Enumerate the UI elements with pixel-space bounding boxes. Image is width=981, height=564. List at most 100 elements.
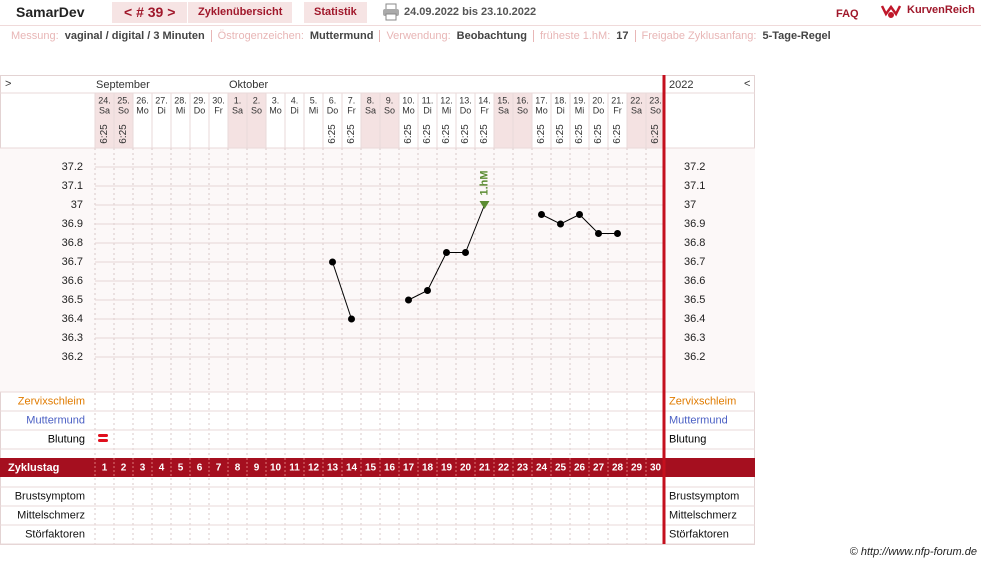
weekend-shade <box>513 93 532 148</box>
brand-icon <box>880 4 902 18</box>
brand[interactable]: KurvenReich <box>907 4 975 16</box>
tab[interactable]: Zyklenübersicht <box>188 2 293 23</box>
weekday-label: So <box>650 105 661 115</box>
temperature-point <box>614 230 621 237</box>
weekday-label: So <box>118 105 129 115</box>
info-label: Messung: <box>11 30 59 42</box>
cycle-day: 14 <box>346 463 358 474</box>
y-tick-label: 36.8 <box>62 237 83 249</box>
cycle-day: 29 <box>631 463 643 474</box>
weekday-label: Di <box>556 105 565 115</box>
weekday-label: So <box>384 105 395 115</box>
info-row: Messung: vaginal / digital / 3 Minuten Öst… <box>5 30 837 42</box>
temperature-point <box>443 249 450 256</box>
cycle-day: 28 <box>612 463 624 474</box>
cycle-day: 5 <box>178 463 184 474</box>
date-label: 12. <box>440 95 453 105</box>
cycle-day: 9 <box>254 463 260 474</box>
nav-button[interactable]: > <box>5 78 11 90</box>
date-label: 23. <box>649 95 662 105</box>
weekday-label: Mo <box>535 105 548 115</box>
nav-button[interactable]: < <box>744 78 750 90</box>
weekday-label: Do <box>194 105 206 115</box>
date-label: 5. <box>310 95 318 105</box>
row-label: Muttermund <box>669 414 728 426</box>
y-tick-label: 36.3 <box>684 332 705 344</box>
info-label: Freigabe Zyklusanfang: <box>641 30 757 42</box>
date-label: 27. <box>155 95 168 105</box>
y-tick-label: 36.2 <box>684 351 705 363</box>
cycle-day: 10 <box>270 463 282 474</box>
info-label: früheste 1.hM: <box>539 30 611 42</box>
date-label: 14. <box>478 95 491 105</box>
user-name: SamarDev <box>16 4 85 20</box>
cycle-day: 18 <box>422 463 434 474</box>
print-icon[interactable] <box>382 3 400 21</box>
date-label: 24. <box>98 95 111 105</box>
cycle-day: 17 <box>403 463 415 474</box>
date-label: 26. <box>136 95 149 105</box>
header: SamarDev < # 39 > Zyklenübersicht Statis… <box>0 0 981 26</box>
cycle-day: 20 <box>460 463 472 474</box>
date-label: 4. <box>291 95 299 105</box>
y-tick-label: 36.2 <box>62 351 83 363</box>
cycle-day: 4 <box>159 463 165 474</box>
cycle-day: 8 <box>235 463 241 474</box>
bleeding-marker <box>98 439 108 442</box>
temperature-point <box>348 315 355 323</box>
year-label: 2022 <box>669 79 693 91</box>
date-label: 13. <box>459 95 472 105</box>
time-label: 6:25 <box>422 124 433 144</box>
date-label: 11. <box>422 95 434 105</box>
row-label: Blutung <box>48 433 85 445</box>
cycle-nav[interactable]: < # 39 > <box>112 2 188 23</box>
tab[interactable]: Statistik <box>304 2 367 23</box>
y-tick-label: 37.2 <box>684 161 705 173</box>
cycle-day: 15 <box>365 463 377 474</box>
weekend-shade <box>114 93 133 148</box>
date-label: 10. <box>402 95 415 105</box>
date-label: 22. <box>630 95 643 105</box>
info-value: Muttermund <box>309 30 374 42</box>
time-label: 6:25 <box>460 124 471 144</box>
temperature-point <box>538 211 545 218</box>
plot-bg <box>0 148 755 392</box>
info-label: Verwendung: <box>386 30 451 42</box>
y-tick-label: 36.9 <box>62 218 83 230</box>
weekday-label: Mi <box>309 105 319 115</box>
weekday-label: Mo <box>269 105 282 115</box>
weekend-shade <box>361 93 380 148</box>
date-label: 16. <box>516 95 529 105</box>
y-tick-label: 36.8 <box>684 237 705 249</box>
row-label: Mittelschmerz <box>669 509 737 521</box>
weekday-label: Mi <box>176 105 186 115</box>
info-item: Freigabe Zyklusanfang: 5-Tage-Regel <box>634 30 837 42</box>
time-label: 6:25 <box>593 124 604 144</box>
weekend-shade <box>494 93 513 148</box>
faq-link[interactable]: FAQ <box>836 8 859 20</box>
cycle-day: 16 <box>384 463 396 474</box>
row-label: Brustsymptom <box>669 490 739 502</box>
weekend-shade <box>228 93 247 148</box>
weekday-label: Fr <box>214 105 223 115</box>
date-label: 25. <box>117 95 130 105</box>
time-label: 6:25 <box>555 124 566 144</box>
temperature-point <box>557 220 564 228</box>
time-label: 6:25 <box>574 124 585 144</box>
y-tick-label: 37.1 <box>684 180 705 192</box>
weekday-label: Sa <box>232 105 243 115</box>
row-label: Muttermund <box>26 414 85 426</box>
weekday-label: So <box>517 105 528 115</box>
y-tick-label: 36.4 <box>684 313 705 325</box>
cycle-day: 23 <box>517 463 529 474</box>
cycle-day: 7 <box>216 463 222 474</box>
weekday-label: Di <box>423 105 432 115</box>
row-label: Blutung <box>669 433 706 445</box>
cycle-day: 19 <box>441 463 453 474</box>
time-label: 6:25 <box>403 124 414 144</box>
date-label: 18. <box>554 95 567 105</box>
cycle-day: 11 <box>289 463 300 474</box>
y-tick-label: 37.2 <box>62 161 83 173</box>
row-label: Brustsymptom <box>15 490 85 502</box>
